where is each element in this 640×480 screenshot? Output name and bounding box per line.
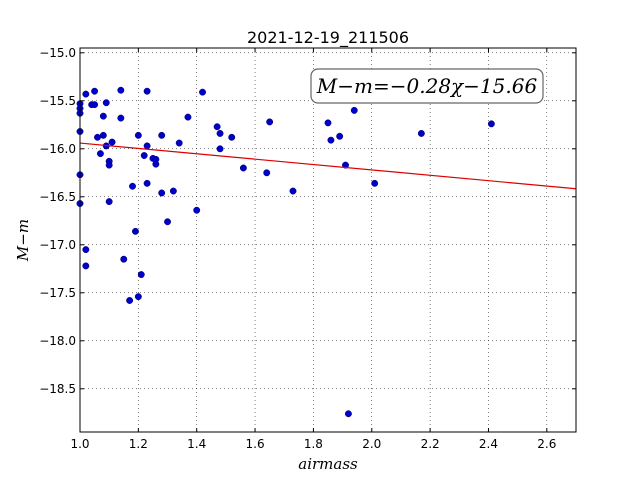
fit-line-group	[79, 142, 577, 190]
data-point	[105, 198, 113, 206]
x-tick-label: 2.0	[362, 437, 381, 451]
y-tick-label: −17.5	[39, 286, 76, 300]
y-tick-label: −18.0	[39, 334, 76, 348]
data-point	[184, 113, 192, 121]
data-point	[143, 87, 151, 95]
data-point	[324, 119, 332, 127]
data-point	[158, 131, 166, 139]
data-point	[350, 106, 358, 114]
data-point	[371, 179, 379, 187]
data-point	[137, 271, 145, 279]
y-tick-label: −16.5	[39, 190, 76, 204]
data-point	[94, 133, 101, 141]
plot-frame	[79, 47, 577, 433]
data-point	[213, 123, 221, 131]
y-tick-label: −15.5	[39, 94, 76, 108]
data-point	[134, 293, 142, 301]
data-point	[102, 99, 110, 107]
x-tick-label: 1.6	[246, 437, 265, 451]
data-point	[82, 262, 90, 270]
x-tick-label: 2.2	[421, 437, 440, 451]
y-axis-label: M−m	[14, 219, 32, 262]
x-tick-label: 2.4	[479, 437, 498, 451]
data-point	[169, 187, 177, 195]
data-point	[117, 114, 125, 122]
data-point	[99, 131, 107, 139]
data-point	[82, 246, 90, 254]
data-point	[105, 161, 113, 169]
fit-line	[79, 142, 577, 190]
data-point	[126, 297, 134, 304]
data-point	[140, 152, 148, 159]
data-point	[129, 182, 136, 190]
data-point	[164, 218, 171, 226]
annotation-box	[310, 68, 544, 104]
data-point	[120, 255, 128, 263]
data-point	[266, 118, 274, 126]
y-tick-label: −18.5	[39, 382, 76, 396]
data-point	[82, 90, 90, 98]
chart-title: 2021-12-19_211506	[247, 28, 409, 48]
data-point	[327, 136, 335, 144]
data-point	[99, 112, 107, 120]
data-point	[344, 410, 352, 418]
fit-equation: M−m=−0.28χ−15.66	[316, 74, 538, 98]
y-tick-label: −17.0	[39, 238, 76, 252]
data-point	[417, 129, 425, 137]
y-tick-label: −15.0	[39, 46, 76, 60]
data-point	[143, 142, 151, 150]
plot-area	[80, 48, 576, 432]
data-point	[131, 227, 139, 235]
data-point	[175, 139, 183, 147]
x-tick-label: 1.2	[129, 437, 148, 451]
data-point	[216, 145, 224, 153]
x-tick-label: 1.0	[70, 437, 89, 451]
data-point	[96, 150, 104, 158]
data-point	[239, 164, 247, 172]
data-point	[152, 160, 160, 168]
x-axis-ticks: 1.0 1.2 1.4 1.6 1.8 2.0 2.2 2.4 2.6	[70, 48, 556, 451]
data-point	[228, 133, 236, 141]
data-point	[336, 132, 344, 140]
y-axis-ticks: −15.0 −15.5 −16.0 −16.5 −17.0 −17.5 −18.0 −18.5	[39, 46, 576, 396]
data-point	[134, 131, 142, 139]
data-point	[193, 206, 201, 214]
x-tick-label: 2.6	[537, 437, 556, 451]
fit-annotation: M−m=−0.28χ−15.66	[310, 68, 544, 104]
data-point	[487, 120, 495, 128]
x-tick-label: 1.4	[187, 437, 206, 451]
data-point	[199, 88, 206, 96]
data-point	[91, 87, 99, 95]
data-point	[158, 189, 166, 197]
data-point	[143, 179, 151, 187]
x-tick-label: 1.8	[304, 437, 323, 451]
x-axis-label: airmass	[298, 455, 358, 473]
data-point	[289, 187, 297, 195]
data-point	[342, 161, 349, 169]
data-point	[216, 129, 224, 137]
data-point	[108, 138, 116, 146]
data-point	[117, 86, 125, 94]
data-point	[263, 169, 271, 177]
data-point	[91, 101, 99, 109]
y-tick-label: −16.0	[39, 142, 76, 156]
data-points	[76, 86, 495, 418]
